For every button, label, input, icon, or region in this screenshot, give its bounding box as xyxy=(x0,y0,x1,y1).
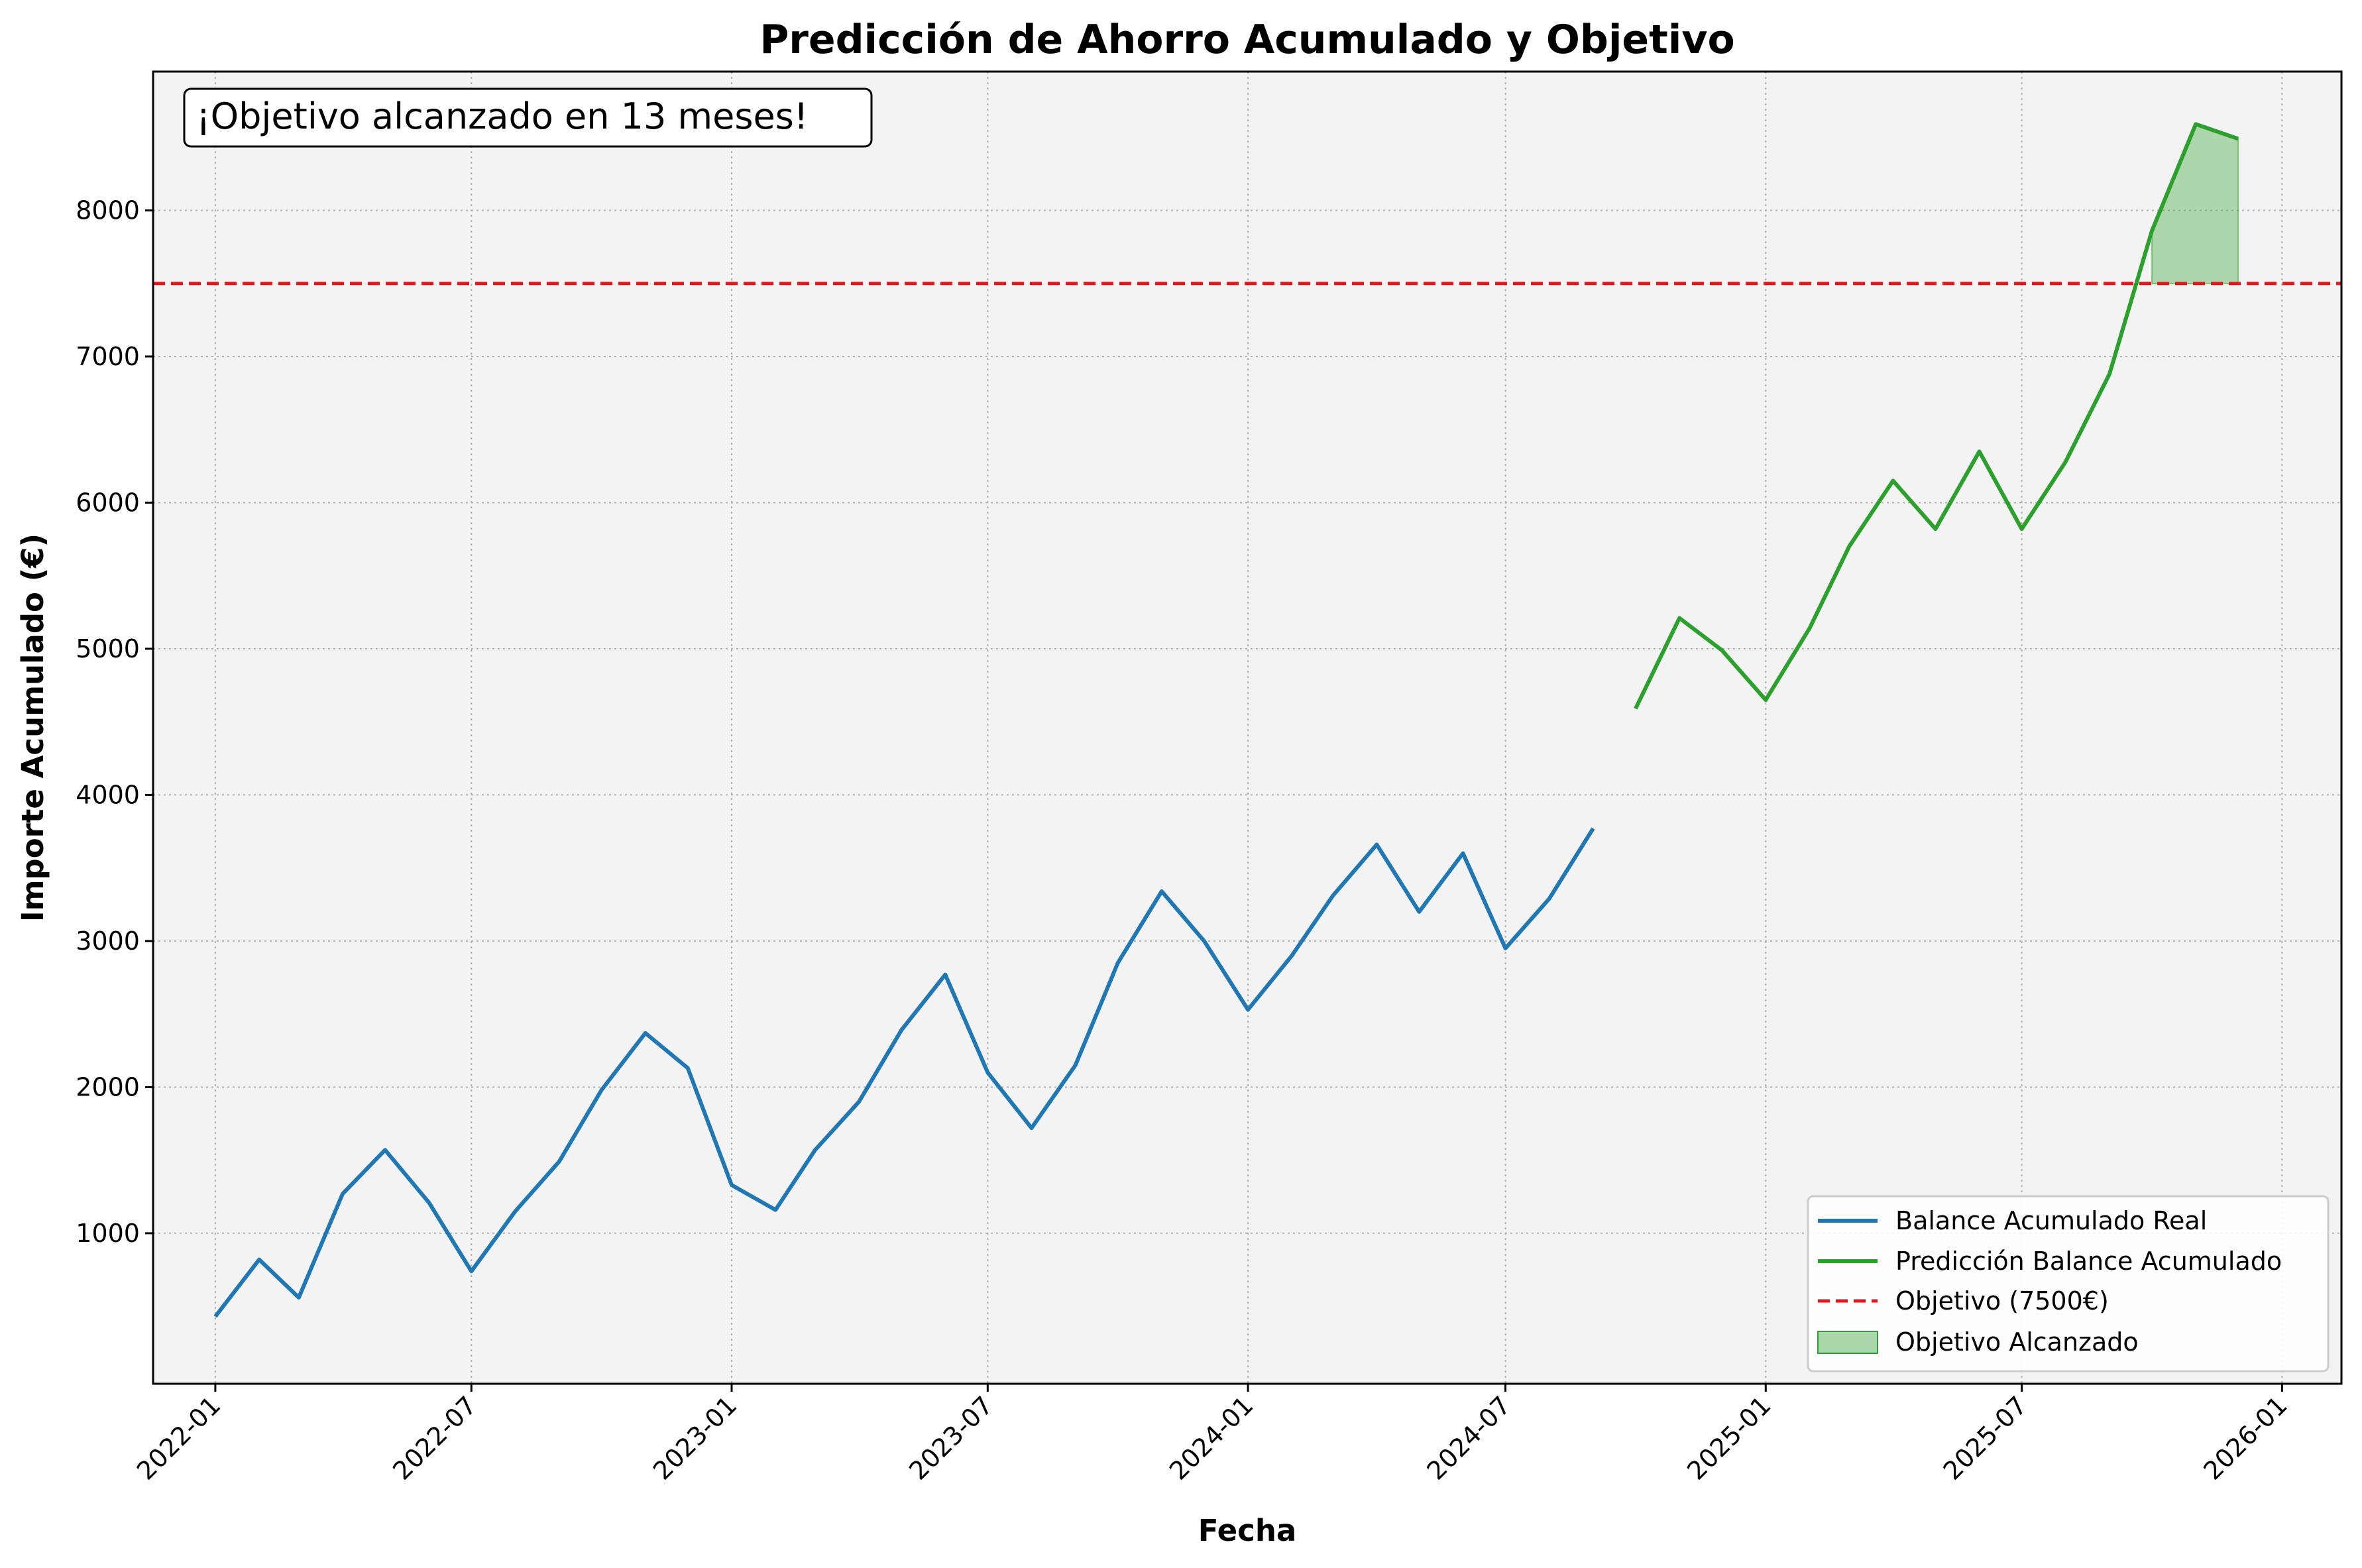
chart-title: Predicción de Ahorro Acumulado y Objetiv… xyxy=(759,17,1734,63)
y-axis-ticks: 1000 2000 3000 4000 5000 6000 7000 8000 xyxy=(76,196,153,1248)
y-axis-label: Importe Acumulado (€) xyxy=(15,533,50,922)
y-tick-label: 3000 xyxy=(76,926,140,956)
x-axis-label: Fecha xyxy=(1198,1513,1297,1548)
legend: Balance Acumulado Real Predicción Balanc… xyxy=(1807,1195,2330,1372)
y-tick-label: 7000 xyxy=(76,342,140,371)
legend-label-target: Objetivo (7500€) xyxy=(1895,1286,2109,1316)
series-layer xyxy=(213,122,2239,1318)
legend-swatch-fill xyxy=(1817,1331,1878,1354)
plot-area xyxy=(153,72,2341,1384)
y-tick-label: 6000 xyxy=(76,488,140,517)
y-tick-label: 8000 xyxy=(76,196,140,225)
y-tick-label: 1000 xyxy=(76,1219,140,1248)
legend-label-fill: Objetivo Alcanzado xyxy=(1895,1327,2139,1357)
y-tick-label: 4000 xyxy=(76,780,140,809)
series-line-prediction xyxy=(1634,122,2239,710)
grid xyxy=(153,72,2341,1384)
series-line-real xyxy=(213,827,1595,1318)
legend-label-prediction: Predicción Balance Acumulado xyxy=(1895,1247,2282,1276)
annotation-text: ¡Objetivo alcanzado en 13 meses! xyxy=(196,95,808,137)
y-tick-label: 5000 xyxy=(76,634,140,663)
annotation-box: ¡Objetivo alcanzado en 13 meses! xyxy=(183,87,873,148)
legend-label-real: Balance Acumulado Real xyxy=(1895,1206,2207,1235)
y-tick-label: 2000 xyxy=(76,1072,140,1101)
